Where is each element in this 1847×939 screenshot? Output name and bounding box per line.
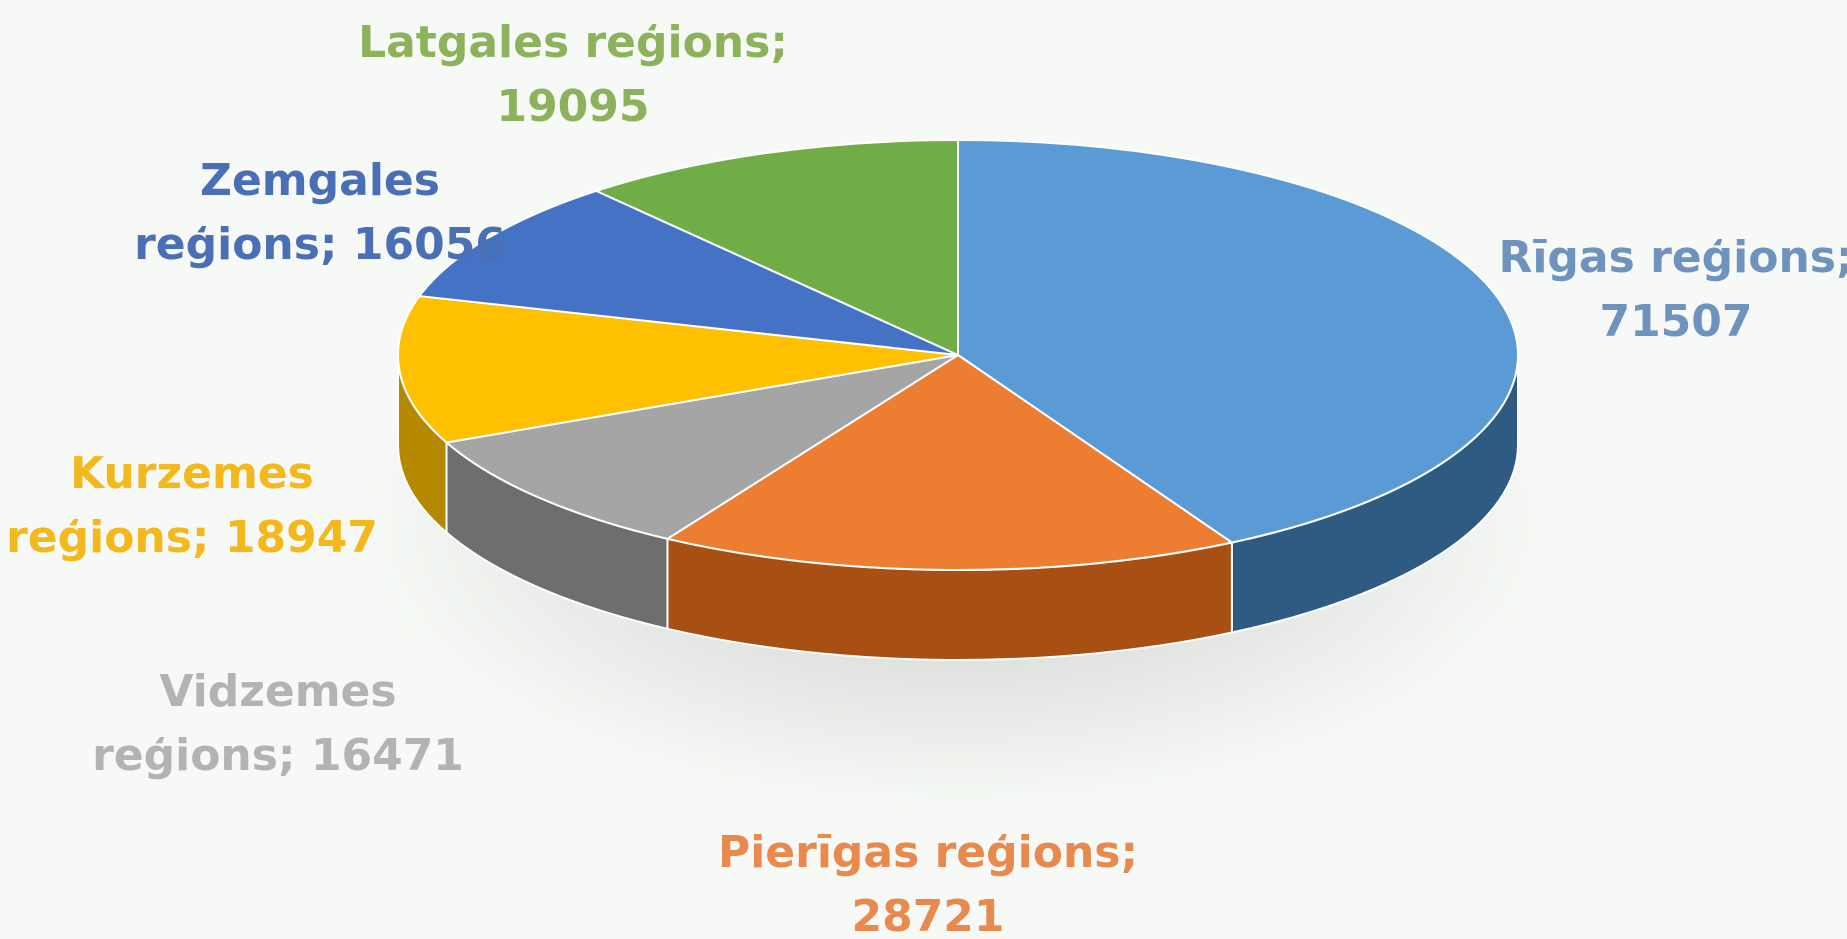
data-label-zemgales-line1: Zemgales: [200, 155, 440, 206]
data-label-zemgales-line2: reģions; 16056: [134, 219, 506, 270]
data-label-pierigas-line1: Pierīgas reģions;: [717, 827, 1139, 878]
data-label-kurzemes-line2: reģions; 18947: [6, 512, 378, 563]
pie-slice-vidzemes: [444, 354, 959, 540]
data-label-rigas: Rīgas reģions; 71507: [1498, 226, 1847, 354]
pie-sides: [397, 354, 1519, 661]
pie-slice-pierigas: [664, 353, 1235, 571]
data-label-pierigas: Pierīgas reģions; 28721: [718, 821, 1138, 939]
data-label-rigas-line2: 71507: [1599, 296, 1753, 347]
data-label-vidzemes-line1: Vidzemes: [159, 666, 397, 717]
pie-slice-kurzemes: [397, 295, 959, 444]
data-label-zemgales: Zemgales reģions; 16056: [134, 149, 506, 277]
pie-slice-zemgales: [417, 189, 959, 356]
data-label-latgales-line2: 19095: [496, 81, 650, 132]
data-label-pierigas-line2: 28721: [851, 891, 1005, 939]
data-label-latgales: Latgales reģions; 19095: [358, 11, 788, 139]
pie-tops: [397, 138, 1519, 571]
pie-slice-latgales: [593, 138, 959, 357]
data-label-vidzemes: Vidzemes reģions; 16471: [92, 660, 464, 788]
data-label-rigas-line1: Rīgas reģions;: [1498, 232, 1847, 283]
data-label-latgales-line1: Latgales reģions;: [358, 17, 788, 68]
data-label-kurzemes-line1: Kurzemes: [70, 448, 314, 499]
pie-slice-rigas: [957, 138, 1519, 544]
data-label-kurzemes: Kurzemes reģions; 18947: [6, 442, 378, 570]
data-label-vidzemes-line2: reģions; 16471: [92, 730, 464, 781]
